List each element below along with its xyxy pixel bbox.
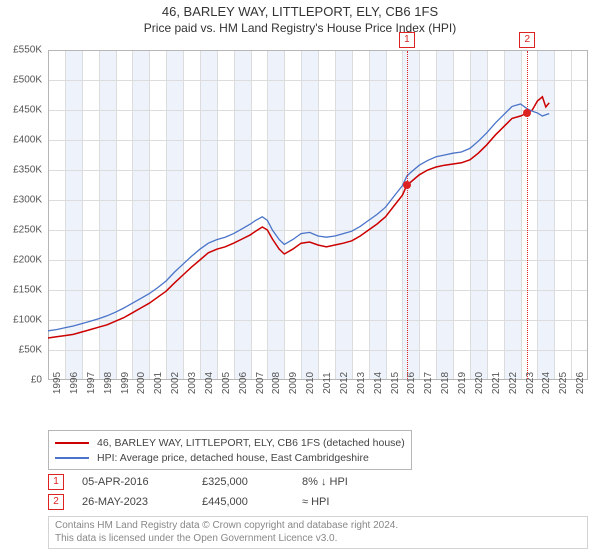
y-axis-label: £50K	[19, 345, 42, 356]
legend-swatch-hpi	[55, 457, 89, 459]
x-axis-label: 2016	[406, 372, 417, 394]
x-axis-label: 1995	[52, 372, 63, 394]
title-address: 46, BARLEY WAY, LITTLEPORT, ELY, CB6 1FS	[0, 4, 600, 19]
x-axis-label: 2023	[525, 372, 536, 394]
x-axis-label: 2022	[508, 372, 519, 394]
x-axis-label: 1996	[69, 372, 80, 394]
sale-row-relative: 8% ↓ HPI	[302, 476, 412, 488]
sale-row: 1 05-APR-2016£325,0008% ↓ HPI	[48, 472, 412, 492]
y-axis-label: £100K	[13, 315, 42, 326]
series-subject	[48, 97, 549, 338]
y-axis-label: £500K	[13, 75, 42, 86]
sale-marker-dot	[403, 181, 411, 189]
x-axis-label: 2006	[238, 372, 249, 394]
sale-row-date: 26-MAY-2023	[82, 496, 202, 508]
x-axis-label: 1997	[86, 372, 97, 394]
x-axis-label: 2024	[541, 372, 552, 394]
x-axis-label: 2015	[390, 372, 401, 394]
chart-area: £0£50K£100K£150K£200K£250K£300K£350K£400…	[48, 50, 588, 380]
x-axis-label: 2008	[271, 372, 282, 394]
legend-row-subject: 46, BARLEY WAY, LITTLEPORT, ELY, CB6 1FS…	[55, 435, 405, 450]
x-axis-label: 2000	[136, 372, 147, 394]
x-axis-label: 2013	[356, 372, 367, 394]
sale-row-date: 05-APR-2016	[82, 476, 202, 488]
x-axis-label: 2020	[474, 372, 485, 394]
y-axis-label: £450K	[13, 105, 42, 116]
legend-swatch-subject	[55, 442, 89, 444]
x-axis-label: 2019	[457, 372, 468, 394]
sale-row-flag: 1	[48, 474, 64, 490]
x-axis-label: 2009	[288, 372, 299, 394]
x-axis-label: 2021	[491, 372, 502, 394]
y-axis-label: £550K	[13, 45, 42, 56]
x-axis-label: 2017	[423, 372, 434, 394]
sale-row-price: £445,000	[202, 496, 302, 508]
x-axis-label: 1999	[120, 372, 131, 394]
title-subtitle: Price paid vs. HM Land Registry's House …	[0, 21, 600, 35]
y-axis-label: £150K	[13, 285, 42, 296]
sale-row: 2 26-MAY-2023£445,000≈ HPI	[48, 492, 412, 512]
sale-marker-dot	[523, 109, 531, 117]
x-axis-label: 2001	[153, 372, 164, 394]
sale-row-flag: 2	[48, 494, 64, 510]
x-axis-label: 2004	[204, 372, 215, 394]
y-axis-label: £0	[31, 375, 42, 386]
y-axis-label: £350K	[13, 165, 42, 176]
x-axis-label: 2026	[575, 372, 586, 394]
y-axis-label: £300K	[13, 195, 42, 206]
x-axis-label: 2010	[305, 372, 316, 394]
x-axis-label: 2007	[255, 372, 266, 394]
sale-row-price: £325,000	[202, 476, 302, 488]
legend-row-hpi: HPI: Average price, detached house, East…	[55, 450, 405, 465]
x-axis-label: 2005	[221, 372, 232, 394]
x-axis-label: 2002	[170, 372, 181, 394]
sale-marker-line	[407, 51, 408, 379]
footer-line2: This data is licensed under the Open Gov…	[55, 533, 581, 546]
y-axis-label: £250K	[13, 225, 42, 236]
footer-line1: Contains HM Land Registry data © Crown c…	[55, 520, 581, 533]
sale-row-relative: ≈ HPI	[302, 496, 412, 508]
x-axis-label: 2011	[322, 372, 333, 394]
x-axis-label: 2025	[558, 372, 569, 394]
x-axis-label: 2014	[373, 372, 384, 394]
sale-marker-flag: 2	[519, 32, 535, 48]
sale-marker-flag: 1	[399, 32, 415, 48]
title-block: 46, BARLEY WAY, LITTLEPORT, ELY, CB6 1FS…	[0, 0, 600, 35]
legend-label-subject: 46, BARLEY WAY, LITTLEPORT, ELY, CB6 1FS…	[97, 437, 405, 449]
series-hpi	[48, 104, 549, 331]
footer: Contains HM Land Registry data © Crown c…	[48, 516, 588, 549]
chart-container: 46, BARLEY WAY, LITTLEPORT, ELY, CB6 1FS…	[0, 0, 600, 560]
y-axis-label: £200K	[13, 255, 42, 266]
legend-label-hpi: HPI: Average price, detached house, East…	[97, 452, 369, 464]
chart-lines	[48, 50, 588, 380]
sale-marker-line	[527, 51, 528, 379]
x-axis-label: 2012	[339, 372, 350, 394]
x-axis-label: 1998	[103, 372, 114, 394]
x-axis-label: 2003	[187, 372, 198, 394]
x-axis-label: 2018	[440, 372, 451, 394]
legend: 46, BARLEY WAY, LITTLEPORT, ELY, CB6 1FS…	[48, 430, 412, 470]
sales-table: 1 05-APR-2016£325,0008% ↓ HPI 2 26-MAY-2023…	[48, 472, 412, 512]
y-axis-label: £400K	[13, 135, 42, 146]
